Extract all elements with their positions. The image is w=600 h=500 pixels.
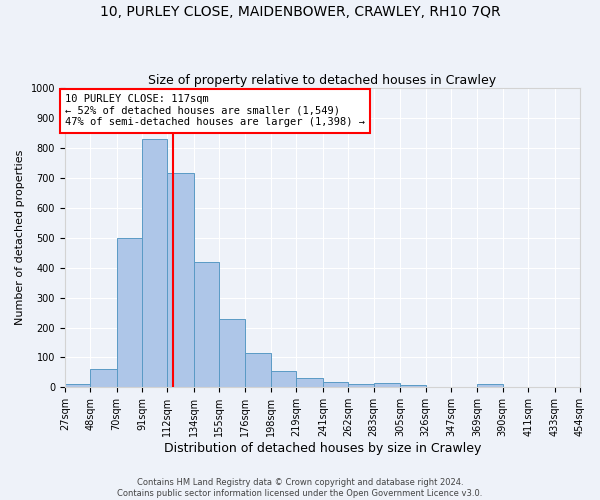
Bar	[400, 385, 425, 388]
Text: 10, PURLEY CLOSE, MAIDENBOWER, CRAWLEY, RH10 7QR: 10, PURLEY CLOSE, MAIDENBOWER, CRAWLEY, …	[100, 5, 500, 19]
Text: Contains HM Land Registry data © Crown copyright and database right 2024.
Contai: Contains HM Land Registry data © Crown c…	[118, 478, 482, 498]
Y-axis label: Number of detached properties: Number of detached properties	[15, 150, 25, 326]
Bar	[374, 383, 400, 388]
Text: 10 PURLEY CLOSE: 117sqm
← 52% of detached houses are smaller (1,549)
47% of semi: 10 PURLEY CLOSE: 117sqm ← 52% of detache…	[65, 94, 365, 128]
Bar	[65, 384, 90, 388]
Bar	[478, 384, 503, 388]
Bar	[194, 262, 219, 388]
Title: Size of property relative to detached houses in Crawley: Size of property relative to detached ho…	[148, 74, 496, 87]
Bar	[219, 318, 245, 388]
X-axis label: Distribution of detached houses by size in Crawley: Distribution of detached houses by size …	[164, 442, 481, 455]
Bar	[245, 353, 271, 388]
Bar	[271, 371, 296, 388]
Bar	[90, 370, 116, 388]
Bar	[323, 382, 349, 388]
Bar	[142, 139, 167, 388]
Bar	[116, 238, 142, 388]
Bar	[296, 378, 323, 388]
Bar	[349, 384, 374, 388]
Bar	[167, 174, 194, 388]
